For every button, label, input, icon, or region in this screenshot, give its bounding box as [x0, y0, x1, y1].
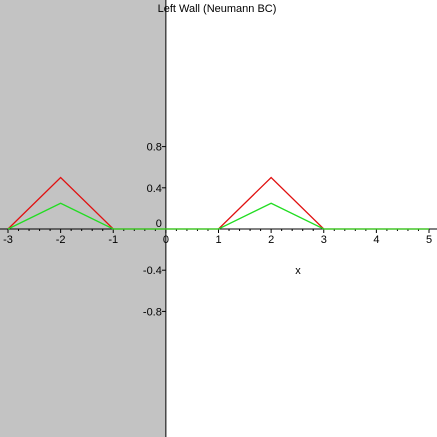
x-tick-label: -2	[56, 234, 66, 246]
x-tick-label: 1	[215, 234, 221, 246]
y-ticks: 0.8 0.4 -0.4 -0.8 0	[143, 142, 166, 318]
x-tick-label: -3	[3, 234, 13, 246]
x-tick-label: 2	[268, 234, 274, 246]
shaded-region	[0, 0, 166, 437]
series-lines	[7, 176, 429, 230]
x-tick-label: 4	[373, 234, 379, 246]
x-tick-label: 5	[426, 234, 432, 246]
y-tick-label: 0.8	[147, 142, 162, 154]
x-tick-label: 0	[163, 234, 169, 246]
y-tick-label: -0.8	[143, 306, 162, 318]
x-axis-label: x	[295, 265, 301, 277]
x-ticks: -3 -2 -1 0 1 2 3 4 5	[3, 229, 432, 246]
x-tick-label: 3	[321, 234, 327, 246]
series-line-2	[7, 202, 429, 230]
y-tick-label: -0.4	[143, 265, 162, 277]
y-tick-label: 0.4	[147, 183, 162, 195]
chart-title: Left Wall (Neumann BC)	[158, 3, 277, 15]
x-tick-label: -1	[108, 234, 118, 246]
y-tick-label: 0	[156, 218, 162, 230]
